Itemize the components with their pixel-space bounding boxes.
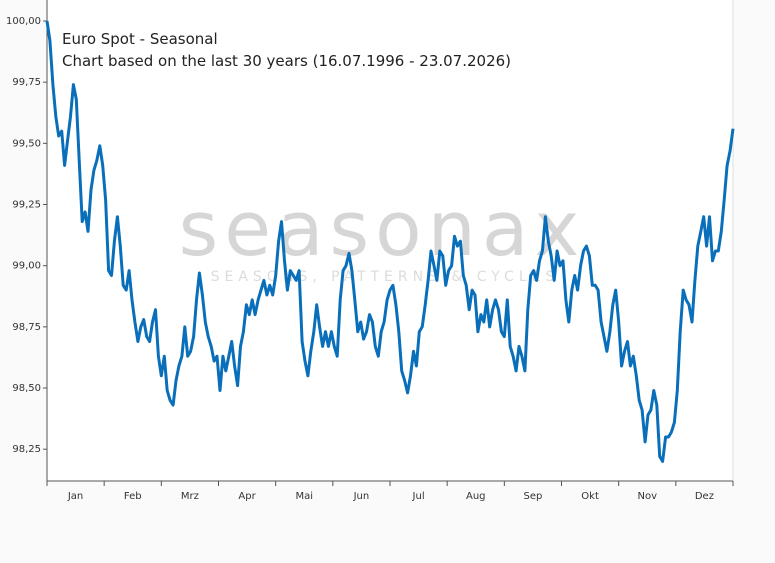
x-tick-label: Sep bbox=[523, 491, 542, 502]
x-tick-label: Nov bbox=[637, 491, 657, 502]
watermark: seasonax bbox=[179, 184, 586, 273]
x-tick-label: Aug bbox=[466, 491, 486, 502]
y-tick-label: 99,75 bbox=[12, 77, 41, 88]
x-tick-label: Mai bbox=[295, 491, 313, 502]
y-tick-label: 98,25 bbox=[12, 444, 41, 455]
chart-subtitle: Chart based on the last 30 years (16.07.… bbox=[62, 52, 511, 70]
y-tick-label: 100,00 bbox=[6, 16, 41, 27]
x-tick-label: Jun bbox=[353, 491, 370, 502]
x-tick-label: Jul bbox=[412, 491, 425, 502]
x-tick-label: Apr bbox=[238, 491, 256, 502]
x-tick-label: Mrz bbox=[181, 491, 199, 502]
y-tick-label: 99,50 bbox=[12, 138, 41, 149]
x-tick-label: Feb bbox=[124, 491, 142, 502]
y-tick-label: 98,50 bbox=[12, 383, 41, 394]
chart-title: Euro Spot - Seasonal bbox=[62, 30, 218, 48]
y-tick-label: 99,25 bbox=[12, 200, 41, 211]
x-tick-label: Okt bbox=[581, 491, 599, 502]
y-tick-label: 98,75 bbox=[12, 322, 41, 333]
series-line bbox=[45, 20, 735, 463]
x-tick-label: Dez bbox=[695, 491, 714, 502]
plot-area bbox=[47, 0, 733, 481]
y-tick-label: 99,00 bbox=[12, 261, 41, 272]
x-tick-label: Jan bbox=[67, 491, 83, 502]
